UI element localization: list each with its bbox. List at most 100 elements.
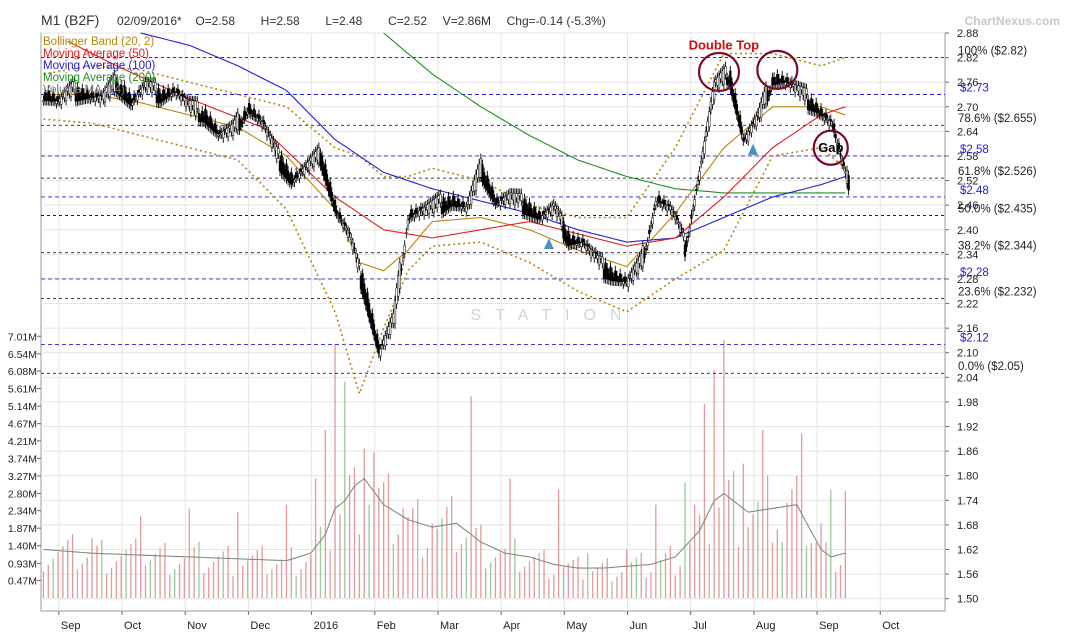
price-candle-body xyxy=(669,206,672,211)
price-candle-body xyxy=(742,137,745,142)
time-tick-label: Jul xyxy=(693,620,707,632)
volume-bars xyxy=(42,340,847,598)
fibonacci-label: 61.8% ($2.526) xyxy=(958,166,1037,178)
price-candle-body xyxy=(667,204,670,207)
price-candle-body xyxy=(128,92,131,105)
price-candle-body xyxy=(422,206,426,216)
price-candle-body xyxy=(408,217,411,220)
price-candle-body xyxy=(815,102,818,113)
price-candle-body xyxy=(700,160,703,164)
volume-tick-label: 2.34M xyxy=(8,506,37,518)
price-candle-body xyxy=(398,262,401,289)
price-candle-body xyxy=(657,195,661,203)
price-candle-body xyxy=(585,244,588,251)
price-candle-body xyxy=(601,256,604,264)
price-tick-label: 2.46 xyxy=(957,200,978,212)
price-candle-body xyxy=(563,228,567,242)
price-candle-body xyxy=(87,94,90,99)
price-tick-label: 1.50 xyxy=(957,594,978,606)
price-candle-body xyxy=(53,98,56,102)
price-candle-body xyxy=(354,253,358,259)
price-candle-body xyxy=(384,335,387,346)
price-candle-body xyxy=(816,108,819,114)
price-candle-body xyxy=(264,126,267,129)
price-candle-body xyxy=(267,131,270,134)
volume-tick-label: 0.93M xyxy=(8,558,37,570)
price-candle-body xyxy=(646,241,649,246)
price-candle-body xyxy=(821,113,824,117)
price-candle-body xyxy=(184,98,188,107)
price-candle-body xyxy=(303,166,306,175)
volume-tick-label: 7.01M xyxy=(8,331,37,343)
price-candle-body xyxy=(145,81,149,90)
price-candle-body xyxy=(644,248,648,251)
price-candle-body xyxy=(108,82,112,98)
price-candle-body xyxy=(677,222,680,225)
price-candle-body xyxy=(701,151,704,159)
price-candle-body xyxy=(738,114,742,129)
price-candle-body xyxy=(687,235,690,238)
price-candle-body xyxy=(785,77,789,83)
price-candle-body xyxy=(131,102,134,106)
legend-entry: Moving Average (200) xyxy=(43,72,155,84)
price-candle-body xyxy=(231,123,235,136)
volume-tick-label: 6.08M xyxy=(8,366,37,378)
price-tick-label: 2.22 xyxy=(957,299,978,311)
price-candle-body xyxy=(209,115,212,129)
price-candle-body xyxy=(217,134,220,137)
volume-tick-label: 4.67M xyxy=(8,419,37,431)
price-candle-body xyxy=(239,120,243,127)
price-candle-body xyxy=(214,123,217,133)
volume-tick-label: 5.61M xyxy=(8,384,37,396)
support-resistance-label: $2.12 xyxy=(960,333,989,345)
price-candle-body xyxy=(520,193,523,201)
price-candle-body xyxy=(95,93,99,97)
price-candle-body xyxy=(290,172,293,185)
price-candle-body xyxy=(698,170,701,181)
price-candle-body xyxy=(576,237,580,244)
price-candle-body xyxy=(186,99,189,102)
time-tick-label: Oct xyxy=(882,620,899,632)
price-candle-body xyxy=(779,83,782,85)
price-candle-body xyxy=(103,90,107,103)
legend-entry: Moving Average (100) xyxy=(43,60,155,72)
price-candle-body xyxy=(176,88,180,94)
price-candle-body xyxy=(651,217,654,225)
time-tick-label: Mar xyxy=(440,620,459,632)
price-candle-body xyxy=(178,94,181,97)
price-candle-body xyxy=(487,183,491,194)
price-candle-body xyxy=(64,90,68,101)
price-candle-body xyxy=(685,240,688,248)
price-candle-body xyxy=(215,129,218,134)
volume-tick-label: 4.21M xyxy=(8,436,37,448)
price-candle-body xyxy=(379,348,382,357)
price-candle-body xyxy=(580,242,583,247)
price-candle-body xyxy=(94,96,97,102)
price-candle-body xyxy=(205,115,209,126)
price-tick-label: 2.34 xyxy=(957,249,978,261)
price-candle-body xyxy=(181,94,184,97)
price-candle-body xyxy=(325,173,329,187)
price-candle-body xyxy=(60,96,63,105)
volume-tick-label: 0.47M xyxy=(8,575,37,587)
price-candle-body xyxy=(257,114,261,120)
price-candle-body xyxy=(740,126,743,135)
price-tick-label: 1.92 xyxy=(957,422,978,434)
price-candle-body xyxy=(627,278,630,288)
price-candle-body xyxy=(659,200,662,204)
price-candle-body xyxy=(847,175,850,191)
price-candle-body xyxy=(435,196,439,208)
price-candle-body xyxy=(811,103,815,112)
price-candle-body xyxy=(709,101,713,110)
price-tick-label: 1.68 xyxy=(957,520,978,532)
price-candle-body xyxy=(335,210,338,215)
price-candle-body xyxy=(474,174,478,191)
pattern-highlight-circle xyxy=(697,51,741,93)
price-candle-body xyxy=(372,324,376,336)
price-candle-body xyxy=(158,93,162,104)
price-candle-body xyxy=(620,278,623,282)
axes-layer: 2.88 2.82 2.76 2.70 2.64 2.58 2.52 2.46 2.40 2.34… xyxy=(8,28,979,632)
price-candle-body xyxy=(768,90,771,97)
volume-tick-label: 5.14M xyxy=(8,401,37,413)
